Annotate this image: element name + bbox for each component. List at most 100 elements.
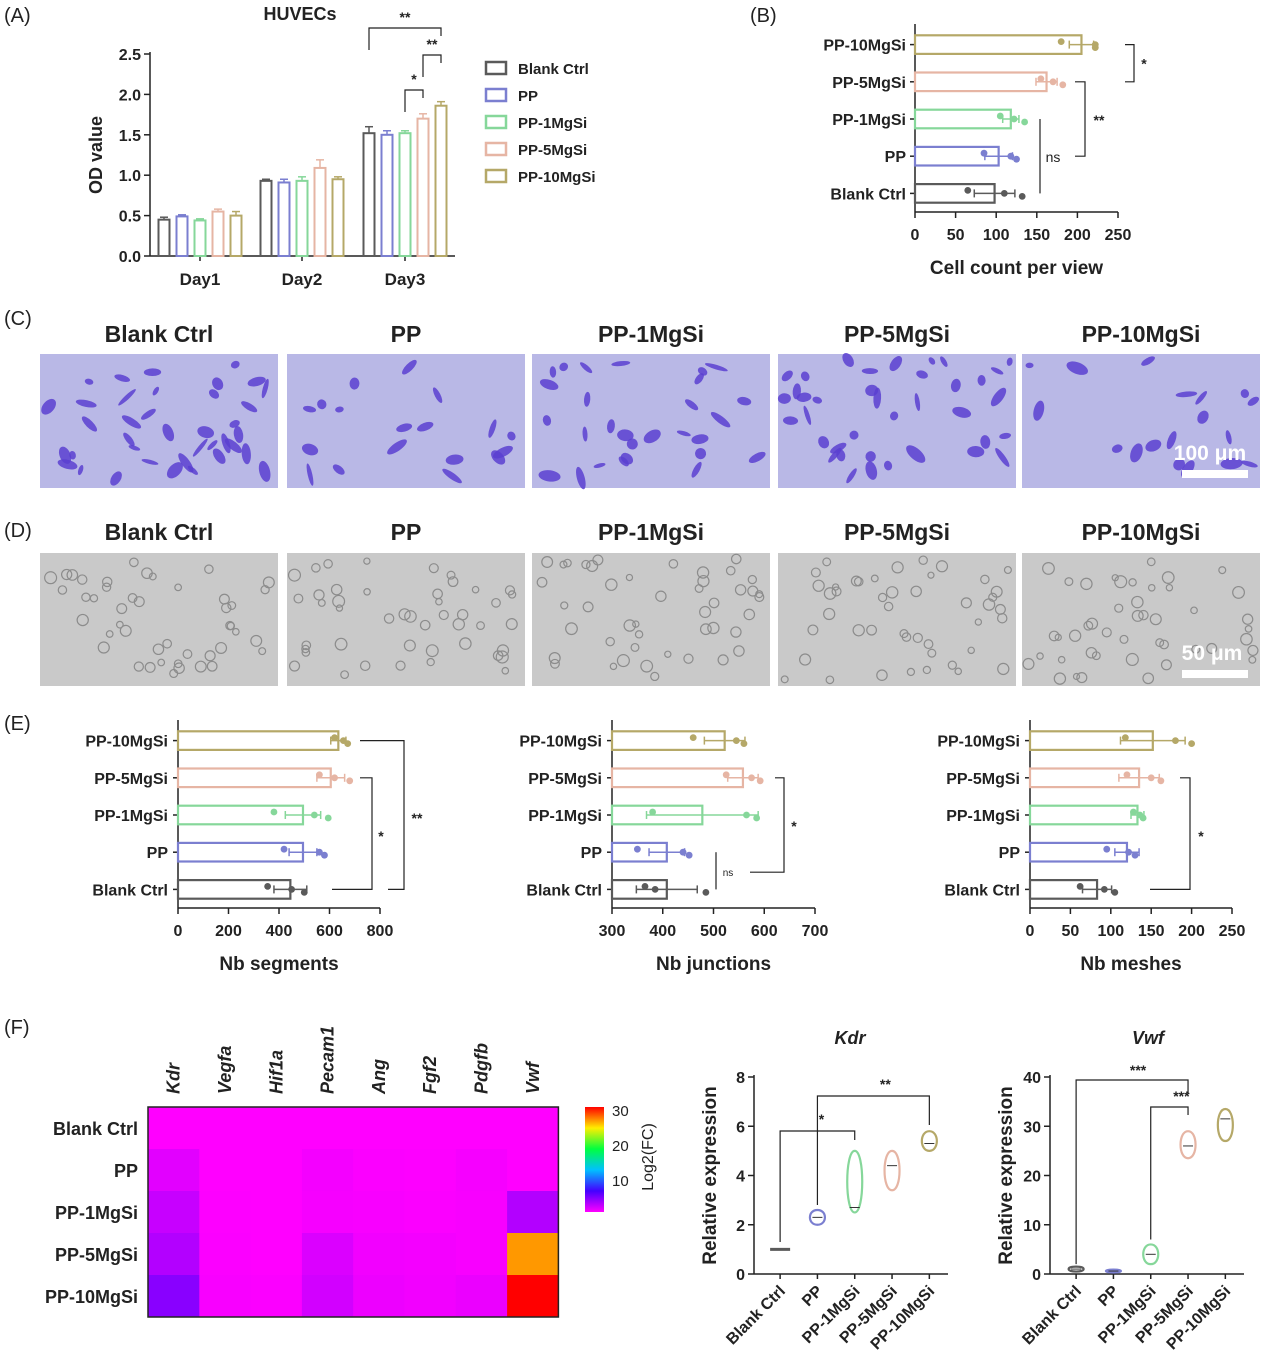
cell bbox=[174, 583, 183, 592]
cell bbox=[1119, 634, 1129, 644]
heatmap-cell bbox=[199, 1107, 252, 1150]
stained-cell bbox=[800, 371, 810, 382]
data-point bbox=[288, 886, 296, 893]
stained-cell bbox=[977, 375, 986, 386]
y-tick-label: 2.0 bbox=[119, 87, 141, 104]
y-tick-label: PP-5MgSi bbox=[946, 771, 1020, 788]
stained-cell bbox=[445, 454, 464, 465]
column-title-d: PP-1MgSi bbox=[598, 519, 704, 545]
heatmap-cell bbox=[353, 1149, 405, 1192]
significance-label: * bbox=[1141, 56, 1147, 72]
cell bbox=[780, 675, 789, 684]
y-tick-label: Blank Ctrl bbox=[830, 186, 906, 203]
x-tick-label: Blank Ctrl bbox=[723, 1283, 788, 1348]
y-axis-label: Relative expression bbox=[996, 1086, 1017, 1264]
heatmap-row-label: PP-5MgSi bbox=[55, 1245, 138, 1265]
micrograph-background bbox=[40, 553, 278, 686]
stained-cell bbox=[914, 393, 921, 412]
stained-cell bbox=[212, 448, 226, 464]
cell bbox=[1111, 574, 1119, 582]
bar bbox=[229, 214, 243, 258]
bar bbox=[193, 219, 207, 257]
bar bbox=[176, 804, 305, 826]
stained-cell bbox=[940, 356, 948, 367]
chart-title: HUVECs bbox=[263, 4, 336, 24]
cell bbox=[1138, 609, 1149, 621]
colorbar-tick-label: 30 bbox=[612, 1103, 629, 1120]
legend-swatch bbox=[484, 60, 508, 76]
heatmap-cell bbox=[250, 1191, 303, 1234]
y-tick-label: PP-5MgSi bbox=[832, 75, 906, 92]
cell bbox=[1072, 672, 1081, 681]
cell bbox=[495, 650, 509, 664]
cell bbox=[447, 576, 459, 588]
bar bbox=[331, 178, 345, 258]
cell bbox=[960, 597, 972, 609]
violin bbox=[1104, 1268, 1123, 1274]
stained-cell bbox=[442, 468, 462, 484]
x-tick-label: 0 bbox=[174, 923, 183, 940]
cell bbox=[459, 637, 472, 650]
column-title-c: Blank Ctrl bbox=[105, 321, 214, 347]
heatmap-column-label: Vwf bbox=[523, 1060, 543, 1094]
legend-label: PP-10MgSi bbox=[518, 169, 596, 186]
cell bbox=[76, 613, 89, 627]
legend-label: Blank Ctrl bbox=[518, 61, 589, 78]
data-point bbox=[1000, 190, 1008, 197]
cell bbox=[1054, 633, 1062, 641]
cell bbox=[471, 585, 480, 594]
x-tick-label: 700 bbox=[802, 923, 829, 940]
stained-cell bbox=[396, 423, 413, 433]
cell bbox=[609, 662, 618, 671]
stained-cell bbox=[737, 396, 752, 406]
violin bbox=[883, 1149, 901, 1192]
bar bbox=[1028, 804, 1139, 826]
significance-bracket bbox=[404, 89, 424, 112]
y-axis-label: OD value bbox=[86, 116, 106, 194]
stained-cell bbox=[990, 387, 1007, 407]
cell bbox=[922, 665, 932, 675]
heatmap-cell bbox=[199, 1233, 252, 1276]
cell bbox=[1068, 629, 1082, 642]
micrograph-c bbox=[532, 354, 770, 490]
cell bbox=[850, 575, 862, 587]
data-point bbox=[649, 808, 656, 816]
y-tick-label: 4 bbox=[736, 1169, 745, 1186]
significance-label: ** bbox=[412, 810, 423, 826]
stained-cell bbox=[261, 378, 269, 399]
cell bbox=[699, 623, 712, 636]
cell bbox=[852, 624, 865, 637]
colorbar-tick-label: 20 bbox=[612, 1138, 629, 1155]
cell bbox=[226, 621, 236, 631]
stained-cell bbox=[783, 416, 799, 425]
y-tick-label: PP bbox=[999, 845, 1021, 862]
cell bbox=[383, 613, 395, 624]
data-point bbox=[685, 851, 693, 859]
data-point bbox=[996, 112, 1004, 120]
y-tick-label: 1.0 bbox=[119, 168, 141, 185]
data-point bbox=[1057, 38, 1065, 45]
data-point bbox=[732, 737, 740, 744]
stained-cell bbox=[128, 445, 141, 451]
heatmap-column-label: Hif1a bbox=[266, 1050, 286, 1094]
x-tick-label: 150 bbox=[1138, 923, 1165, 940]
cell bbox=[206, 660, 218, 672]
cell bbox=[1142, 672, 1155, 685]
cell bbox=[1191, 644, 1201, 654]
cell bbox=[215, 641, 228, 654]
cell bbox=[696, 566, 710, 579]
bar bbox=[211, 210, 225, 257]
x-axis-label: Nb meshes bbox=[1080, 954, 1181, 975]
legend-swatch bbox=[484, 141, 508, 157]
data-point bbox=[1111, 889, 1119, 896]
stained-cell bbox=[748, 451, 766, 463]
stained-cell bbox=[626, 438, 638, 450]
heatmap-row-label: Blank Ctrl bbox=[53, 1119, 138, 1139]
cell bbox=[668, 558, 679, 569]
cell bbox=[144, 661, 156, 673]
heatmap-cell bbox=[353, 1233, 405, 1276]
data-point bbox=[1100, 886, 1108, 893]
cell bbox=[683, 653, 694, 664]
cell bbox=[565, 622, 578, 636]
x-axis-label: Nb segments bbox=[219, 954, 338, 975]
